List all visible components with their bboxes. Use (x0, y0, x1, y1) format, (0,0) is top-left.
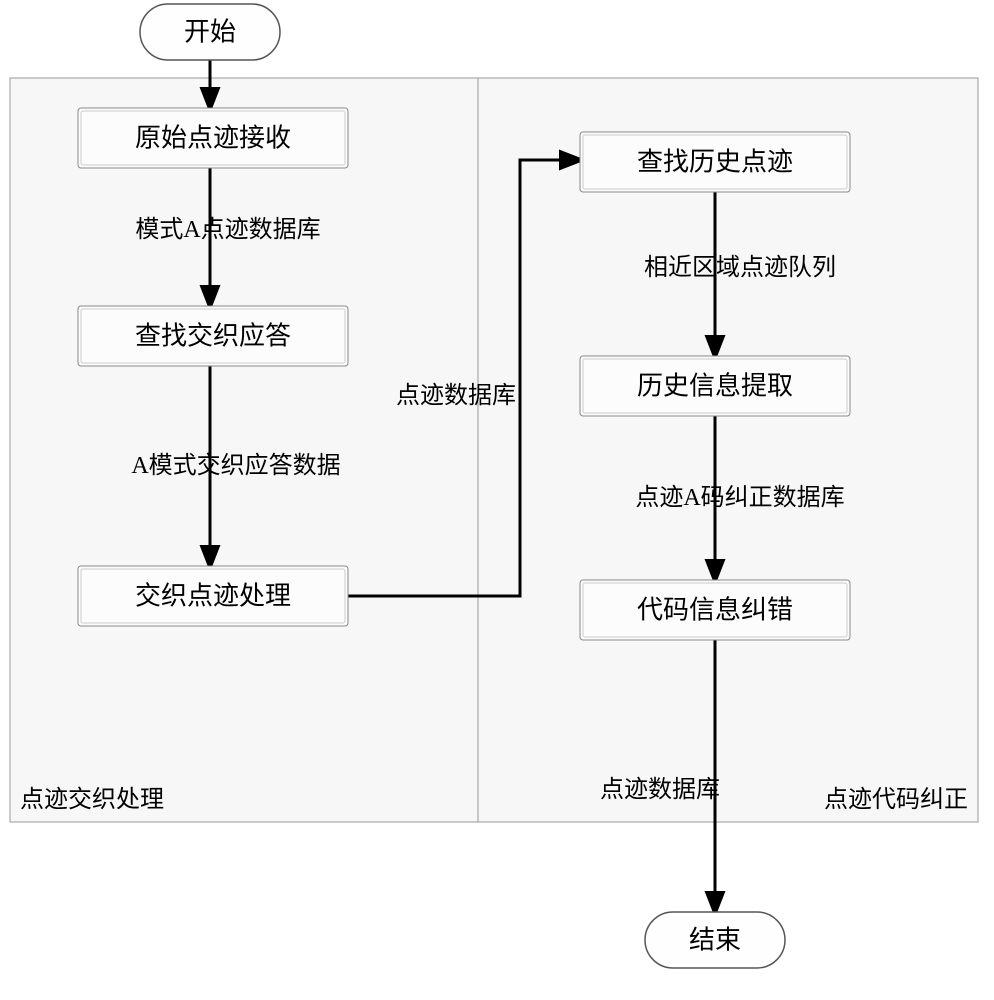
flowchart: 点迹交织处理 点迹代码纠正 模式A点迹数据库A模式交织应答数据点迹数据库相近区域… (0, 0, 994, 1000)
process-label-n6: 代码信息纠错 (637, 596, 793, 625)
process-label-n4: 查找历史点迹 (637, 148, 793, 177)
terminal-label-start: 开始 (184, 18, 236, 47)
region-left-label: 点迹交织处理 (20, 786, 164, 813)
process-label-n1: 原始点迹接收 (135, 124, 291, 153)
region-left (10, 78, 478, 822)
edge-label-2: A模式交织应答数据 (131, 452, 340, 479)
process-label-n2: 查找交织应答 (135, 322, 291, 351)
edge-label-5: 点迹A码纠正数据库 (635, 484, 844, 511)
process-label-n3: 交织点迹处理 (135, 582, 291, 611)
process-label-n5: 历史信息提取 (637, 372, 793, 401)
edge-label-6: 点迹数据库 (600, 776, 720, 803)
edge-label-3: 点迹数据库 (396, 382, 516, 409)
region-right-label: 点迹代码纠正 (824, 786, 968, 813)
terminal-label-end: 结束 (689, 926, 741, 955)
edge-label-1: 模式A点迹数据库 (135, 216, 320, 243)
edge-label-4: 相近区域点迹队列 (644, 254, 836, 281)
